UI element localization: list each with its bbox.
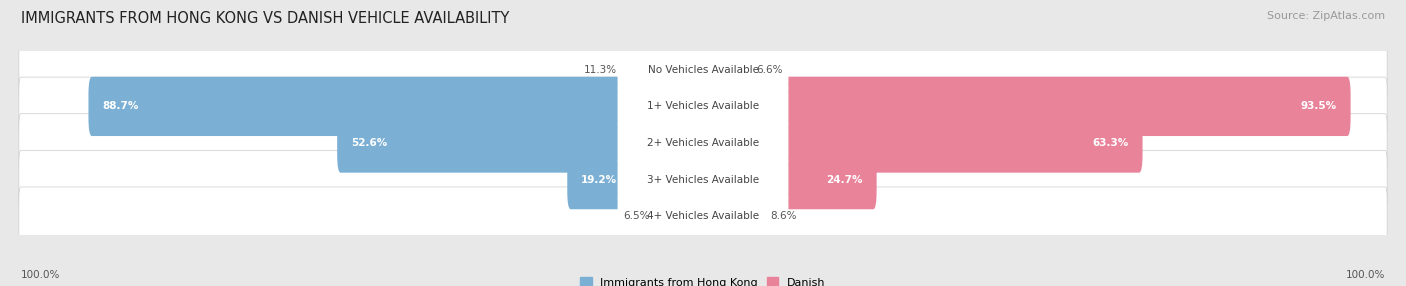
FancyBboxPatch shape [18,150,1388,209]
Text: 3+ Vehicles Available: 3+ Vehicles Available [647,175,759,184]
Text: Source: ZipAtlas.com: Source: ZipAtlas.com [1267,11,1385,21]
FancyBboxPatch shape [655,186,706,246]
Text: 100.0%: 100.0% [1346,270,1385,280]
FancyBboxPatch shape [700,40,752,100]
FancyBboxPatch shape [621,40,706,100]
Text: 52.6%: 52.6% [352,138,387,148]
Text: 63.3%: 63.3% [1092,138,1129,148]
Text: 100.0%: 100.0% [21,270,60,280]
Text: 6.5%: 6.5% [623,211,650,221]
Text: 8.6%: 8.6% [770,211,797,221]
Text: 1+ Vehicles Available: 1+ Vehicles Available [647,102,759,111]
FancyBboxPatch shape [617,79,789,134]
FancyBboxPatch shape [617,42,789,97]
FancyBboxPatch shape [700,77,1351,136]
Text: 93.5%: 93.5% [1301,102,1337,111]
Text: 2+ Vehicles Available: 2+ Vehicles Available [647,138,759,148]
Text: No Vehicles Available: No Vehicles Available [648,65,758,75]
FancyBboxPatch shape [617,116,789,170]
Legend: Immigrants from Hong Kong, Danish: Immigrants from Hong Kong, Danish [581,277,825,286]
Text: 24.7%: 24.7% [827,175,863,184]
FancyBboxPatch shape [567,150,706,209]
Text: 6.6%: 6.6% [756,65,783,75]
Text: IMMIGRANTS FROM HONG KONG VS DANISH VEHICLE AVAILABILITY: IMMIGRANTS FROM HONG KONG VS DANISH VEHI… [21,11,509,26]
FancyBboxPatch shape [700,186,766,246]
FancyBboxPatch shape [617,189,789,244]
FancyBboxPatch shape [617,152,789,207]
FancyBboxPatch shape [337,113,706,173]
Text: 11.3%: 11.3% [583,65,617,75]
FancyBboxPatch shape [89,77,706,136]
Text: 19.2%: 19.2% [581,175,617,184]
FancyBboxPatch shape [700,113,1143,173]
FancyBboxPatch shape [18,41,1388,99]
Text: 88.7%: 88.7% [103,102,139,111]
FancyBboxPatch shape [18,187,1388,245]
FancyBboxPatch shape [18,114,1388,172]
FancyBboxPatch shape [700,150,876,209]
Text: 4+ Vehicles Available: 4+ Vehicles Available [647,211,759,221]
FancyBboxPatch shape [18,77,1388,136]
